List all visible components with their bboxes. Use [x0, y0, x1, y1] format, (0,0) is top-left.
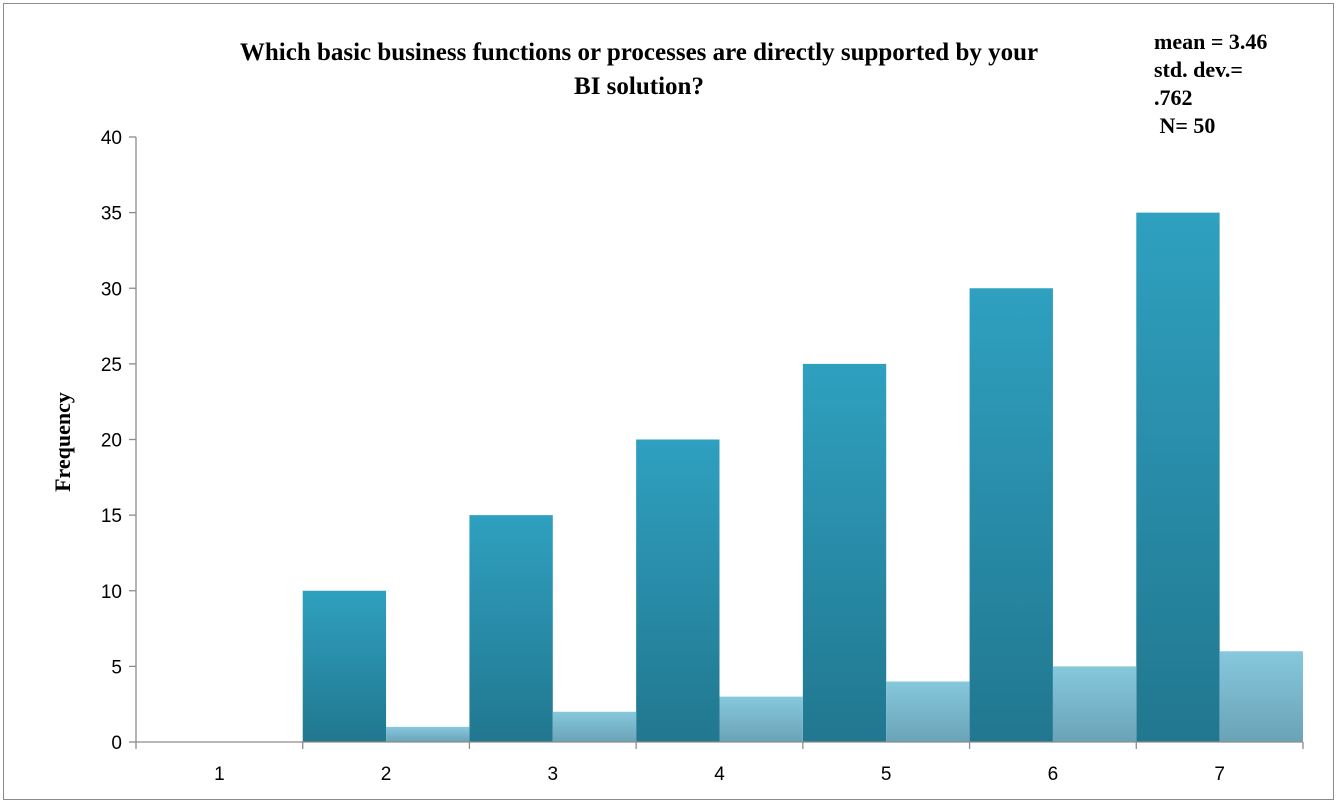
bar-series-1-4 [636, 439, 720, 742]
bar-series-1-7 [1136, 212, 1220, 742]
y-tick-label-35: 35 [101, 204, 122, 225]
bar-series-2-6 [1052, 666, 1137, 742]
bar-chart: Which basic business functions or proces… [50, 29, 1304, 785]
x-tick-label-5: 5 [881, 764, 892, 785]
x-tick-label-6: 6 [1048, 764, 1059, 785]
bars-layer [302, 212, 1303, 742]
bar-series-1-2 [302, 590, 387, 742]
y-tick-label-5: 5 [111, 657, 122, 678]
bar-series-2-7 [1219, 651, 1303, 742]
bar-series-1-6 [969, 288, 1053, 742]
y-tick-label-10: 10 [101, 582, 122, 603]
bar-series-1-3 [469, 515, 553, 742]
x-tick-label-3: 3 [547, 764, 558, 785]
chart-title-line-1: Which basic business functions or proces… [240, 39, 1038, 66]
y-tick-label-20: 20 [101, 431, 122, 452]
y-tick-label-40: 40 [101, 128, 122, 149]
stats-std-dev-value: .762 [1154, 85, 1193, 110]
stats-n: N= 50 [1154, 113, 1215, 138]
bar-series-2-2 [386, 726, 470, 742]
y-tick-label-15: 15 [101, 506, 122, 527]
bar-series-2-3 [552, 711, 637, 742]
y-tick-label-30: 30 [101, 279, 122, 300]
bar-series-1-5 [802, 363, 887, 742]
x-tick-label-2: 2 [381, 764, 392, 785]
x-tick-label-1: 1 [214, 764, 225, 785]
x-tick-label-7: 7 [1214, 764, 1225, 785]
y-axis-label: Frequency [50, 392, 75, 492]
axes-layer: 0 5 10 15 20 25 30 35 40 1 2 3 4 5 6 7 [101, 128, 1304, 785]
bar-series-2-4 [719, 696, 803, 742]
stats-mean: mean = 3.46 [1154, 29, 1267, 54]
chart-title-line-2: BI solution? [574, 73, 704, 100]
y-tick-label-0: 0 [111, 733, 122, 754]
chart-frame: Which basic business functions or proces… [3, 3, 1334, 800]
y-tick-label-25: 25 [101, 355, 122, 376]
x-tick-label-4: 4 [714, 764, 725, 785]
stats-std-dev: std. dev.= [1154, 57, 1243, 82]
bar-series-2-5 [886, 681, 970, 742]
